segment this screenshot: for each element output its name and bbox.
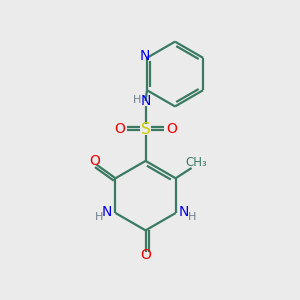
- Text: H: H: [95, 212, 103, 221]
- Text: O: O: [166, 122, 177, 136]
- Text: S: S: [141, 122, 151, 137]
- Text: O: O: [115, 122, 125, 136]
- Text: O: O: [89, 154, 100, 169]
- Text: CH₃: CH₃: [185, 156, 207, 169]
- Text: O: O: [140, 248, 151, 262]
- Text: N: N: [140, 94, 151, 107]
- Text: N: N: [179, 205, 189, 218]
- Text: H: H: [188, 212, 196, 221]
- Text: N: N: [102, 205, 112, 218]
- Text: H: H: [133, 94, 141, 105]
- Text: N: N: [140, 50, 150, 63]
